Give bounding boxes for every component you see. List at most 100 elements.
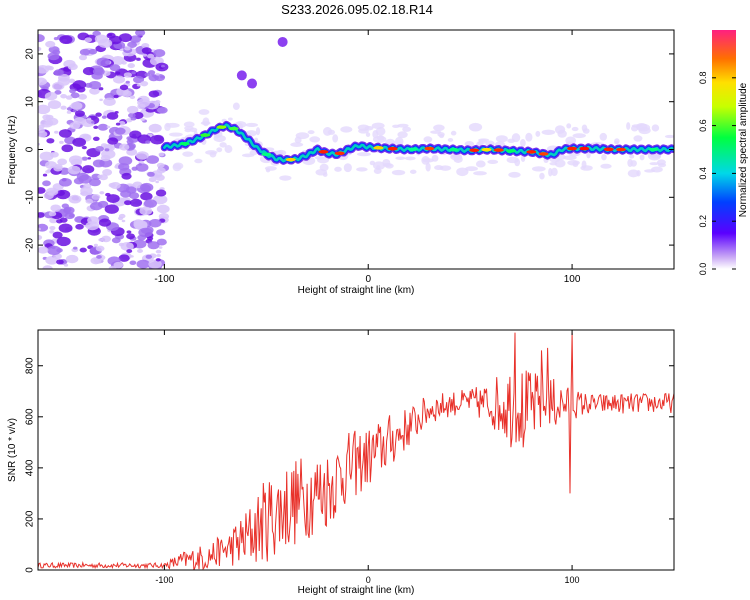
- noise-blob: [53, 165, 63, 172]
- spectrogram-x-label: Height of straight line (km): [298, 285, 415, 296]
- noise-blob: [100, 154, 111, 162]
- noise-blob: [45, 40, 56, 48]
- halo-blob: [397, 123, 409, 128]
- colorbar-tick-label: 0.6: [698, 119, 708, 132]
- halo-blob: [636, 123, 648, 131]
- noise-blob: [107, 137, 119, 145]
- halo-blob: [539, 172, 545, 180]
- noise-blob: [148, 259, 162, 269]
- y-tick-label: 400: [25, 459, 36, 476]
- colorbar-tick-label: 0.4: [698, 167, 708, 180]
- y-tick-label: -20: [25, 237, 36, 252]
- halo-blob: [395, 156, 406, 160]
- noise-blob: [50, 204, 62, 212]
- noise-blob: [56, 190, 65, 197]
- noise-blob: [54, 130, 59, 134]
- noise-blob: [140, 192, 153, 201]
- x-tick-label: 0: [365, 274, 371, 285]
- noise-blob: [104, 148, 110, 152]
- noise-blob: [129, 198, 143, 207]
- noise-blob: [75, 223, 84, 230]
- noise-blob: [38, 246, 49, 254]
- ridge-core: [163, 123, 674, 163]
- spectrogram-marks: [38, 30, 674, 269]
- halo-blob: [309, 136, 321, 143]
- snr-frame: [37, 329, 675, 571]
- y-tick-label: 20: [25, 48, 36, 60]
- halo-blob: [392, 124, 400, 129]
- noise-blob: [67, 63, 78, 71]
- noise-blob: [137, 249, 143, 254]
- ridge-peak: [567, 146, 578, 151]
- noise-blob: [126, 105, 139, 114]
- halo-blob: [254, 137, 259, 143]
- halo-blob: [184, 126, 194, 131]
- x-tick-label: 0: [366, 575, 371, 585]
- ridge-peak: [579, 146, 590, 151]
- noise-blob: [144, 72, 151, 77]
- halo-blob: [365, 132, 371, 137]
- halo-blob: [372, 129, 379, 139]
- noise-blob: [138, 227, 153, 238]
- noise-blob: [60, 93, 67, 99]
- colorbar-tick-label: 0.2: [698, 215, 708, 228]
- noise-blob: [130, 116, 137, 121]
- halo-blob: [205, 150, 218, 155]
- noise-blob: [121, 219, 126, 223]
- noise-blob: [38, 34, 45, 43]
- noise-blob: [92, 159, 105, 168]
- tone-blob: [247, 78, 258, 89]
- halo-blob: [198, 109, 210, 115]
- ridge-peak: [179, 141, 190, 146]
- ridge-peak: [505, 149, 516, 153]
- ridge-peak: [648, 147, 659, 152]
- noise-blob: [101, 115, 107, 119]
- halo-blob: [334, 166, 342, 172]
- noise-blob: [108, 265, 117, 269]
- colorbar-ticks: 0.0 0.2 0.4 0.6 0.8: [698, 72, 736, 275]
- halo-blob: [456, 167, 469, 177]
- noise-blob: [44, 120, 51, 126]
- noise-blob: [115, 71, 121, 75]
- noise-blob: [99, 98, 103, 102]
- noise-blob: [147, 171, 155, 177]
- noise-blob: [74, 110, 85, 117]
- halo-blob: [549, 162, 558, 166]
- halo-blob: [520, 138, 526, 148]
- y-tick-label: 10: [25, 96, 36, 108]
- noise-blob: [61, 203, 69, 209]
- noise-blob: [121, 172, 132, 180]
- halo-blob: [566, 123, 572, 129]
- noise-blob: [155, 189, 167, 197]
- halo-blob: [340, 126, 353, 133]
- noise-blob: [148, 90, 160, 98]
- noise-blob: [133, 219, 148, 230]
- halo-blob: [473, 171, 487, 176]
- halo-blob: [343, 163, 352, 173]
- noise-blob: [95, 145, 104, 152]
- noise-blob: [47, 245, 62, 256]
- noise-blob: [42, 265, 53, 269]
- noise-blob: [129, 260, 137, 266]
- noise-blob: [81, 145, 87, 150]
- noise-blob: [69, 121, 81, 130]
- noise-blob: [98, 38, 113, 48]
- noise-blob: [155, 249, 162, 254]
- y-tick-label: 600: [25, 408, 36, 425]
- halo-blob: [245, 130, 257, 137]
- halo-blob: [447, 137, 454, 142]
- halo-blob: [475, 160, 486, 168]
- noise-blob: [91, 194, 101, 200]
- halo-blob: [315, 168, 328, 176]
- noise-blob: [115, 122, 121, 126]
- noise-blob: [136, 57, 141, 61]
- halo-blob: [422, 158, 435, 163]
- halo-blob: [644, 169, 656, 173]
- noise-blob: [45, 255, 59, 265]
- halo-blob: [639, 154, 645, 161]
- noise-blob: [160, 75, 165, 79]
- noise-blob: [121, 60, 127, 65]
- noise-blob: [130, 255, 134, 258]
- noise-blob: [49, 225, 56, 231]
- halo-blob: [165, 122, 180, 128]
